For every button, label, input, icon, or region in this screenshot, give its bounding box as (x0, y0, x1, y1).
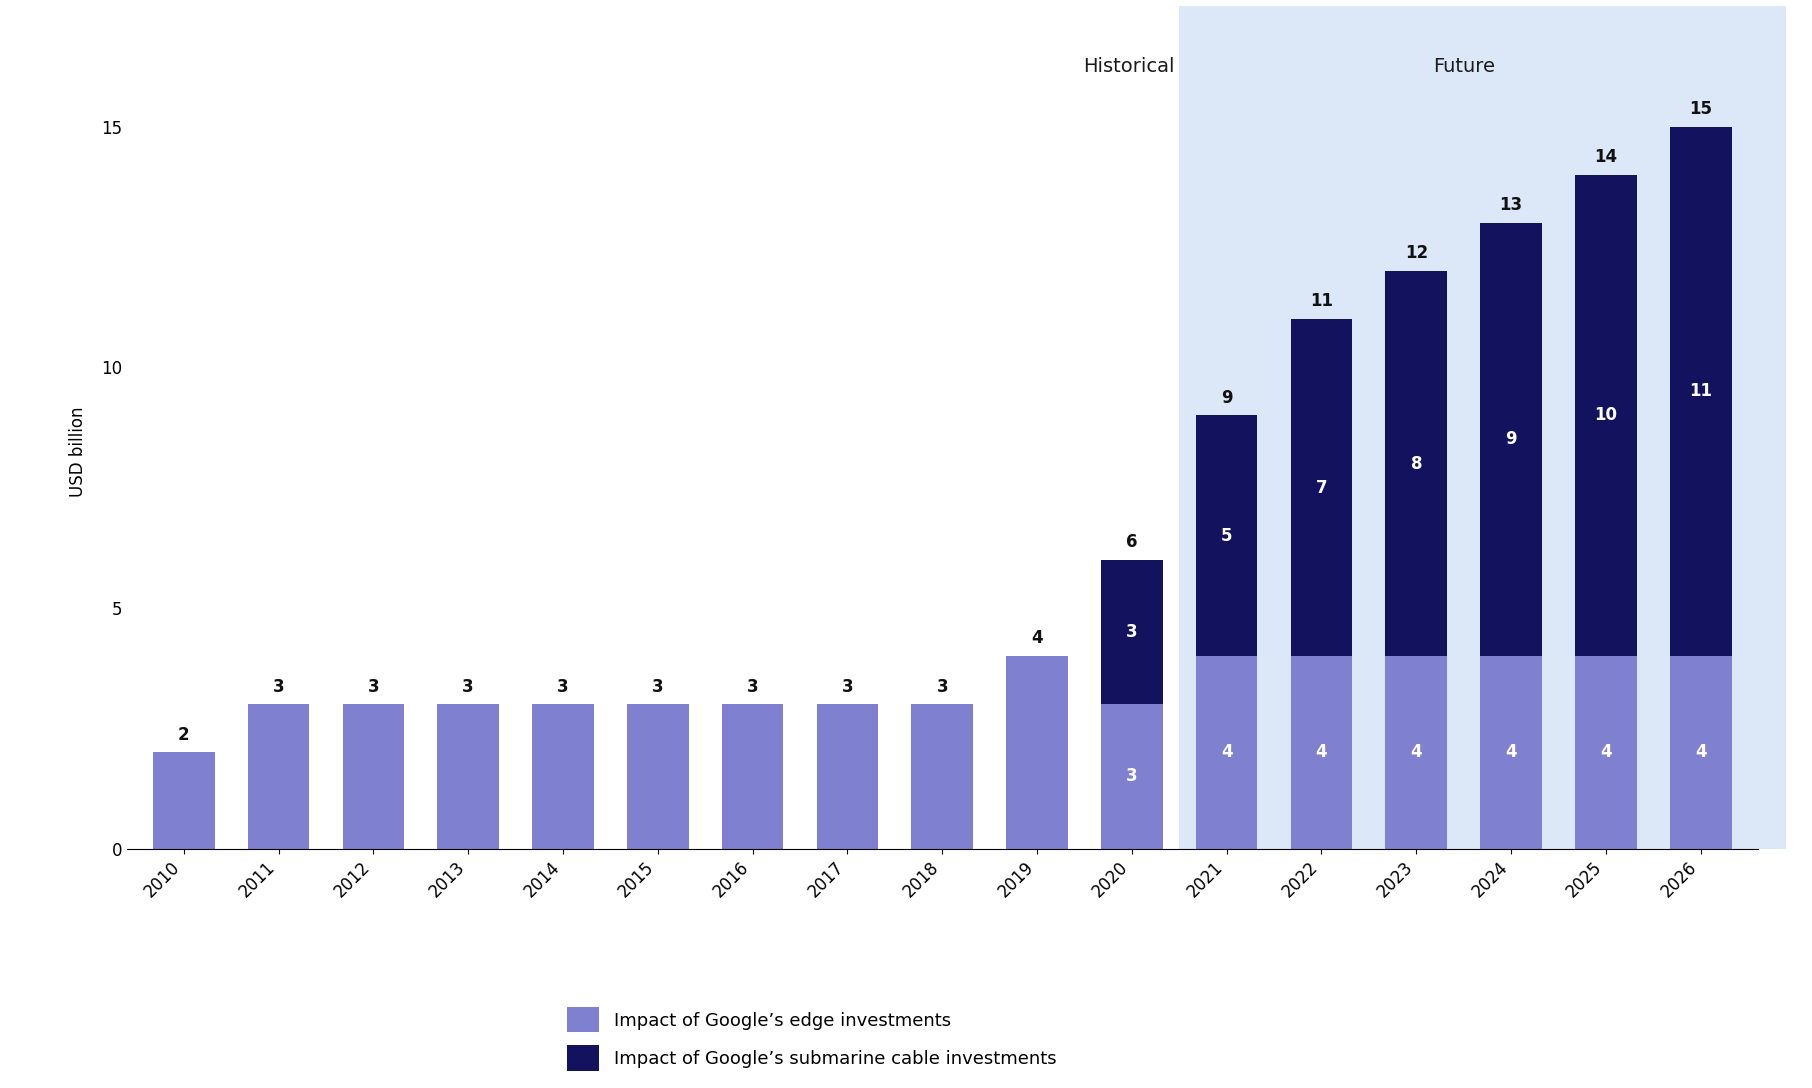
Bar (1006, 656, 1067, 849)
Bar (1480, 656, 1542, 849)
Text: 4: 4 (1316, 743, 1328, 762)
Text: 3: 3 (556, 678, 569, 695)
Bar (1196, 656, 1258, 849)
Text: 4: 4 (1600, 743, 1611, 762)
Text: 7: 7 (1316, 479, 1328, 496)
Legend: Impact of Google’s edge investments, Impact of Google’s submarine cable investme: Impact of Google’s edge investments, Imp… (560, 1000, 1064, 1078)
Bar (437, 704, 498, 849)
Text: 13: 13 (1500, 196, 1522, 214)
Bar (1290, 656, 1352, 849)
Text: 4: 4 (1410, 743, 1422, 762)
Bar (817, 704, 879, 849)
Text: 4: 4 (1031, 630, 1044, 647)
Text: 3: 3 (462, 678, 475, 695)
Bar (1671, 126, 1732, 656)
Text: 5: 5 (1221, 527, 1232, 545)
Y-axis label: USD billion: USD billion (69, 406, 87, 497)
Bar (152, 753, 214, 849)
Bar (1575, 656, 1636, 849)
Text: 3: 3 (1125, 623, 1138, 641)
Bar (721, 704, 783, 849)
Text: Historical: Historical (1084, 57, 1174, 76)
Bar (1480, 223, 1542, 656)
Bar (1102, 560, 1163, 704)
Bar (911, 704, 973, 849)
Text: 3: 3 (1125, 767, 1138, 786)
Text: 14: 14 (1595, 148, 1618, 166)
Bar (342, 704, 404, 849)
Bar (1671, 656, 1732, 849)
Bar (1386, 271, 1448, 656)
Bar (1102, 704, 1163, 849)
Bar (1575, 175, 1636, 656)
Text: Future: Future (1433, 57, 1495, 76)
Text: 3: 3 (652, 678, 663, 695)
Bar (627, 704, 689, 849)
Text: 3: 3 (368, 678, 379, 695)
Text: 9: 9 (1506, 431, 1517, 448)
Text: 11: 11 (1689, 382, 1712, 400)
Text: 3: 3 (274, 678, 284, 695)
Text: 4: 4 (1694, 743, 1707, 762)
Text: 10: 10 (1595, 407, 1618, 424)
Text: 8: 8 (1410, 455, 1422, 472)
Text: 4: 4 (1506, 743, 1517, 762)
Bar (1180, 7, 1787, 849)
Text: 2: 2 (178, 726, 190, 744)
Text: 3: 3 (747, 678, 759, 695)
Text: 3: 3 (841, 678, 853, 695)
Text: 15: 15 (1689, 100, 1712, 118)
Bar (1386, 656, 1448, 849)
Text: 9: 9 (1221, 388, 1232, 407)
Bar (533, 704, 594, 849)
Text: 11: 11 (1310, 293, 1334, 310)
Text: 6: 6 (1125, 533, 1138, 552)
Bar (1290, 319, 1352, 656)
Bar (248, 704, 310, 849)
Text: 4: 4 (1221, 743, 1232, 762)
Text: 3: 3 (937, 678, 948, 695)
Text: 12: 12 (1404, 245, 1428, 262)
Bar (1196, 416, 1258, 656)
